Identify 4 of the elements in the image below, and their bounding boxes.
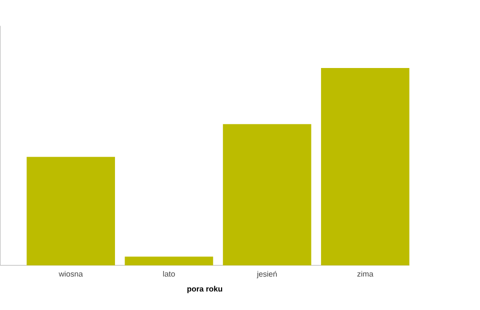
bar bbox=[321, 68, 410, 266]
bar bbox=[26, 156, 115, 266]
bar bbox=[124, 256, 214, 266]
bar bbox=[222, 124, 312, 266]
